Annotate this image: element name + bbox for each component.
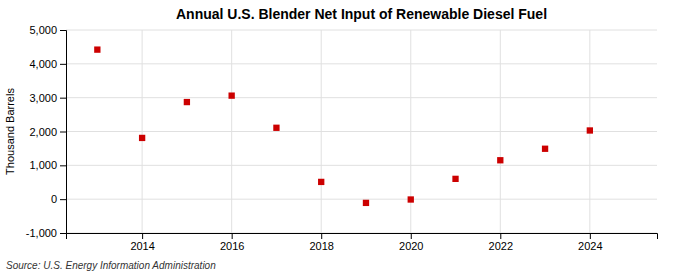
- tick: 4,000: [29, 58, 66, 70]
- grid-line: [66, 131, 657, 132]
- point: [542, 146, 548, 152]
- point: [184, 99, 190, 105]
- tick-label: 2016: [220, 240, 244, 252]
- points: [94, 46, 593, 206]
- tick-label: 2018: [309, 240, 333, 252]
- grid: [66, 30, 657, 233]
- tick: 2018: [309, 233, 333, 252]
- point: [228, 92, 234, 98]
- chart: 2014 2016 2018 2020 2022 2024 -1,000 0 1,000 2,00…: [0, 0, 675, 275]
- tick: 0: [51, 193, 66, 205]
- grid-line: [231, 30, 232, 233]
- grid-line: [66, 199, 657, 200]
- tick-label: 2024: [578, 240, 602, 252]
- tick-mark: [321, 233, 322, 239]
- tick-mark: [142, 233, 143, 239]
- grid-line: [142, 30, 143, 233]
- grid-line: [66, 97, 657, 98]
- point: [587, 127, 593, 133]
- point: [452, 176, 458, 182]
- tick-mark: [232, 233, 233, 239]
- tick-label: 1,000: [29, 159, 57, 171]
- tick: 1,000: [29, 159, 66, 171]
- x-axis: 2014 2016 2018 2020 2022 2024: [67, 233, 658, 252]
- axis-line: [67, 234, 658, 240]
- tick-label: 3,000: [29, 92, 57, 104]
- point: [318, 179, 324, 185]
- tick-mark: [60, 233, 66, 234]
- grid-line: [66, 165, 657, 166]
- title: Annual U.S. Blender Net Input of Renewab…: [176, 6, 547, 22]
- y-axis-title: Thousand Barrels: [4, 88, 16, 175]
- tick: -1,000: [26, 227, 66, 239]
- tick-mark: [60, 199, 66, 200]
- tick-mark: [60, 30, 66, 31]
- tick-mark: [411, 233, 412, 239]
- tick: 2022: [489, 233, 513, 252]
- tick-mark: [60, 165, 66, 166]
- tick: 2,000: [29, 126, 66, 138]
- plot: 2014 2016 2018 2020 2022 2024 -1,000 0 1,000 2,00…: [26, 24, 658, 252]
- tick-label: 2022: [489, 240, 513, 252]
- tick: 2020: [399, 233, 423, 252]
- tick-label: 2014: [130, 240, 154, 252]
- tick: 2024: [578, 233, 602, 252]
- grid-line: [321, 30, 322, 233]
- tick-label: 2,000: [29, 126, 57, 138]
- point: [363, 200, 369, 206]
- tick-mark: [60, 64, 66, 65]
- tick-label: 2020: [399, 240, 423, 252]
- tick: 5,000: [29, 24, 66, 36]
- point: [408, 196, 414, 202]
- axis-line: [60, 31, 67, 234]
- tick-mark: [60, 98, 66, 99]
- tick-label: 5,000: [29, 24, 57, 36]
- grid-line: [66, 30, 657, 31]
- tick-mark: [500, 233, 501, 239]
- tick-mark: [590, 233, 591, 239]
- point: [94, 46, 100, 52]
- tick-label: 0: [51, 193, 57, 205]
- tick-label: -1,000: [26, 227, 57, 239]
- tick: 3,000: [29, 92, 66, 104]
- grid-line: [500, 30, 501, 233]
- tick: 2016: [220, 233, 244, 252]
- tick: 2014: [130, 233, 154, 252]
- grid-line: [66, 63, 657, 64]
- tick-label: 4,000: [29, 58, 57, 70]
- y-axis: -1,000 0 1,000 2,000 3,000 4,000 5,000: [26, 24, 67, 239]
- point: [273, 125, 279, 131]
- point: [497, 157, 503, 163]
- point: [139, 135, 145, 141]
- source: Source: U.S. Energy Information Administ…: [6, 260, 216, 271]
- tick-mark: [60, 132, 66, 133]
